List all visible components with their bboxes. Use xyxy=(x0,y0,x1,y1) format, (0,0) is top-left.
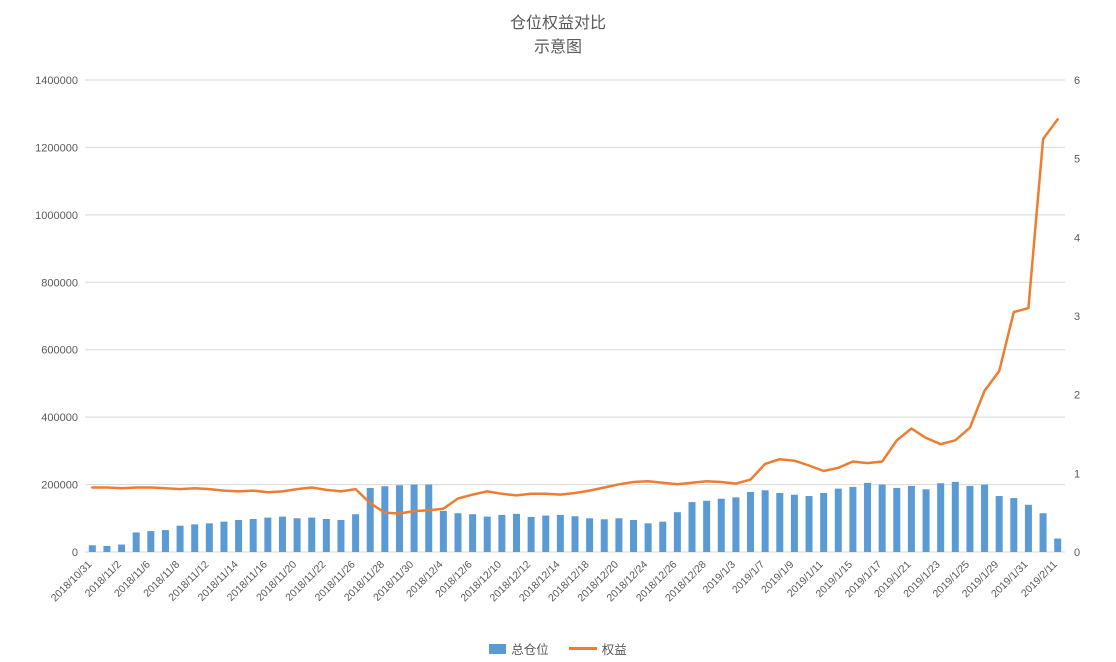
bar xyxy=(118,544,126,552)
bar xyxy=(717,498,725,552)
bar xyxy=(937,483,945,552)
bar xyxy=(308,517,316,552)
bar xyxy=(586,518,594,552)
bar xyxy=(805,496,813,552)
bar xyxy=(264,517,272,552)
left-axis-tick: 0 xyxy=(72,547,78,559)
bar xyxy=(761,490,769,552)
bar xyxy=(688,502,696,552)
left-axis-tick: 1400000 xyxy=(35,75,78,87)
bar xyxy=(600,519,608,552)
chart-legend: 总仓位 权益 xyxy=(0,639,1116,658)
bar xyxy=(176,525,184,552)
bar xyxy=(922,489,930,552)
bar xyxy=(147,531,155,552)
line-series-label: 权益 xyxy=(601,643,627,657)
bar xyxy=(469,514,477,552)
bar xyxy=(191,524,199,552)
bar xyxy=(293,518,301,552)
bar xyxy=(381,486,389,552)
bar xyxy=(556,514,564,552)
bar xyxy=(278,516,286,552)
bar-series-label: 总仓位 xyxy=(511,643,549,657)
legend-item-equity[interactable]: 权益 xyxy=(568,639,627,658)
bar xyxy=(498,514,506,552)
bar xyxy=(659,521,667,552)
bar xyxy=(1024,504,1032,552)
bar xyxy=(951,481,959,552)
bar xyxy=(337,519,345,552)
bar xyxy=(864,482,872,552)
bar xyxy=(747,491,755,552)
bar xyxy=(439,510,447,552)
chart-title-block: 仓位权益对比 示意图 xyxy=(0,12,1116,60)
bar xyxy=(1039,513,1047,552)
bar-series-swatch xyxy=(489,643,507,654)
chart-title: 仓位权益对比 xyxy=(509,15,606,32)
bar xyxy=(1010,498,1018,552)
left-axis-tick: 1200000 xyxy=(35,142,78,154)
bar xyxy=(834,488,842,552)
bar xyxy=(527,516,535,552)
left-axis-tick: 800000 xyxy=(41,277,78,289)
legend-item-total-position[interactable]: 总仓位 xyxy=(489,639,549,658)
right-axis-tick: 6 xyxy=(1074,75,1080,87)
bar xyxy=(483,516,491,552)
bar xyxy=(395,485,403,552)
bar xyxy=(352,514,360,552)
bar xyxy=(673,512,681,552)
bar xyxy=(366,487,374,552)
left-axis-tick: 1000000 xyxy=(35,210,78,222)
right-axis-tick: 4 xyxy=(1074,232,1080,244)
bar xyxy=(410,484,418,552)
chart-subtitle: 示意图 xyxy=(533,39,582,56)
bar xyxy=(542,515,550,552)
right-axis-tick: 2 xyxy=(1074,390,1080,402)
bar xyxy=(161,530,169,552)
bar xyxy=(571,516,579,552)
bar xyxy=(644,523,652,552)
right-axis-tick: 5 xyxy=(1074,154,1080,166)
bar xyxy=(88,545,96,552)
bar xyxy=(630,519,638,552)
bar xyxy=(235,519,243,552)
bar xyxy=(776,493,784,552)
bar xyxy=(732,497,740,552)
bar xyxy=(322,518,330,552)
bar xyxy=(615,518,623,552)
bar xyxy=(790,494,798,552)
bar xyxy=(981,484,989,552)
equity-line xyxy=(91,118,1059,515)
bar xyxy=(1054,538,1062,552)
bar xyxy=(103,545,111,552)
bar xyxy=(893,487,901,552)
bar xyxy=(820,493,828,552)
left-axis-tick: 400000 xyxy=(41,412,78,424)
right-axis-tick: 3 xyxy=(1074,311,1080,323)
bar xyxy=(132,532,140,552)
bar xyxy=(249,518,257,552)
bar xyxy=(425,484,433,552)
left-axis-tick: 600000 xyxy=(41,345,78,357)
bar xyxy=(995,496,1003,552)
left-axis-tick: 200000 xyxy=(41,480,78,492)
line-series-swatch xyxy=(568,647,597,650)
right-axis-tick: 1 xyxy=(1074,468,1080,480)
bar xyxy=(220,521,228,552)
bar xyxy=(512,513,520,552)
bar xyxy=(878,484,886,552)
bar xyxy=(205,523,213,552)
bar xyxy=(966,485,974,552)
bar xyxy=(454,513,462,552)
right-axis-tick: 0 xyxy=(1074,547,1080,559)
bar xyxy=(907,485,915,552)
bar xyxy=(849,486,857,552)
bar xyxy=(703,500,711,552)
